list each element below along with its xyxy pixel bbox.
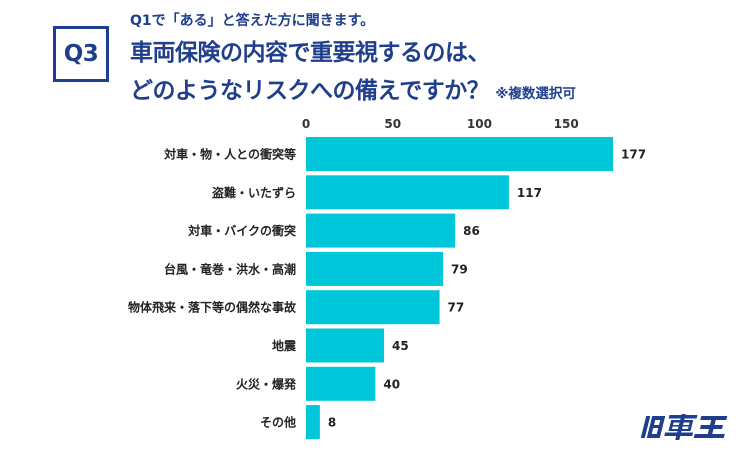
question-subtitle: Q1で「ある」と答えた方に聞きます。 [130, 13, 375, 29]
question-title-line-2: どのようなリスクへの備えですか？ ※複数選択可 [130, 71, 576, 105]
data-label: 40 [383, 377, 400, 391]
bar [306, 366, 376, 401]
bar [306, 405, 320, 440]
bar [306, 251, 444, 286]
x-tick-label: 0 [302, 117, 310, 131]
bar [306, 137, 614, 171]
data-label: 177 [621, 148, 646, 162]
data-label: 86 [463, 224, 480, 238]
bar [306, 175, 509, 210]
x-tick-label: 50 [384, 117, 401, 131]
data-label: 79 [451, 262, 468, 276]
category-label: 対車・物・人との衝突等 [163, 147, 296, 162]
brand-logo [640, 414, 728, 440]
multiple-choice-note: ※複数選択可 [495, 86, 576, 102]
question-number: Q3 [63, 41, 99, 67]
category-label: 物体飛来・落下等の偶然な事故 [128, 300, 297, 315]
category-label: 地震 [272, 338, 297, 353]
category-label: 火災・爆発 [236, 376, 297, 391]
category-label: 対車・バイクの衝突 [187, 223, 296, 238]
category-label: その他 [260, 415, 296, 430]
x-tick-label: 100 [467, 117, 492, 131]
data-label: 8 [328, 416, 336, 430]
bar [306, 213, 456, 248]
question-title-line-2-text: どのようなリスクへの備えですか？ [130, 78, 490, 104]
category-label: 盗難・いたずら [212, 185, 296, 200]
question-title-line-1: 車両保険の内容で重要視するのは、 [130, 40, 491, 66]
data-label: 117 [517, 186, 542, 200]
question-badge: Q3 [53, 26, 109, 82]
data-label: 77 [448, 301, 465, 315]
data-label: 45 [392, 339, 409, 353]
bar [306, 328, 385, 363]
bar [306, 290, 440, 325]
x-tick-label: 150 [554, 117, 579, 131]
category-label: 台風・竜巻・洪水・高潮 [164, 261, 296, 276]
